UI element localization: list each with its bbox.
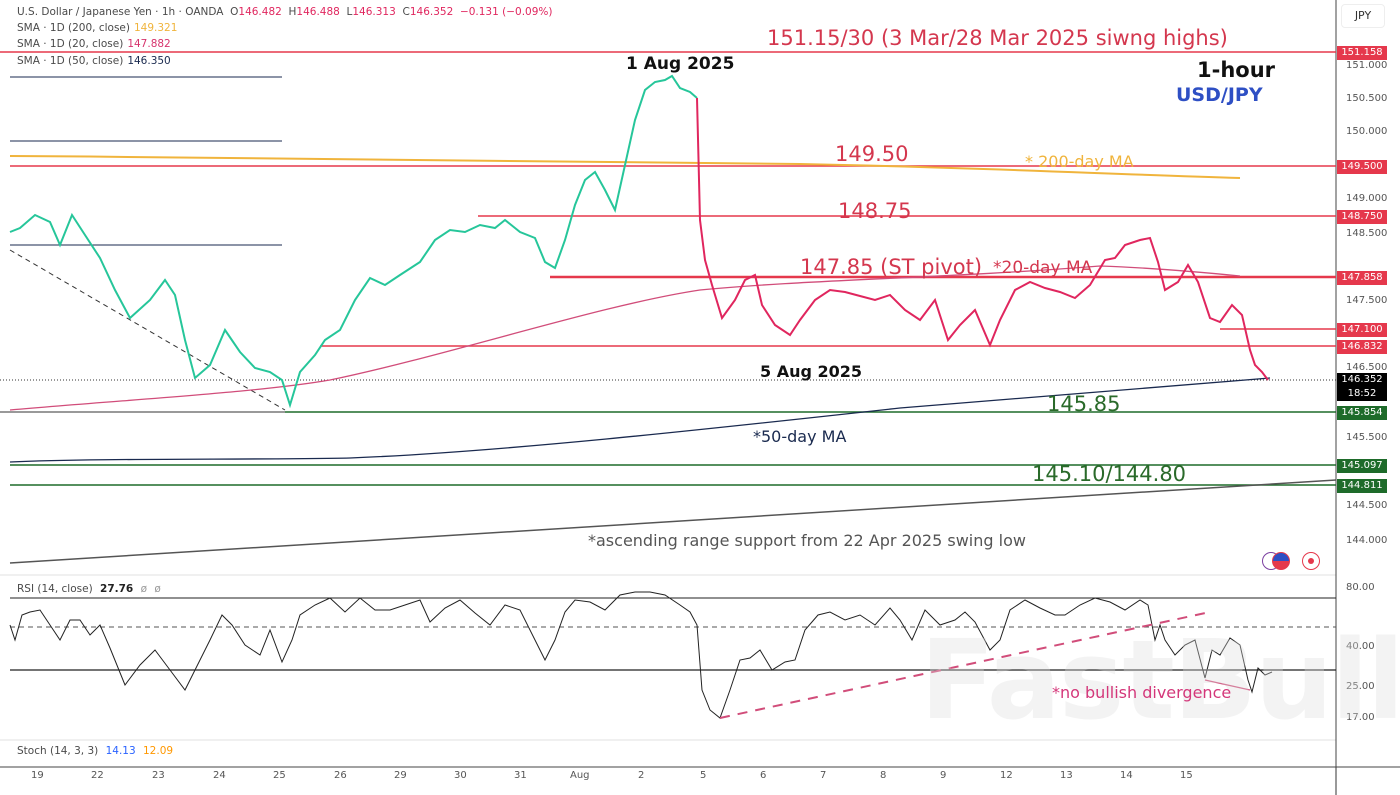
stoch-legend[interactable]: Stoch (14, 3, 3) 14.13 12.09 <box>17 745 174 757</box>
ma20-label: *20-day MA <box>993 258 1093 278</box>
price-tag: 149.500 <box>1337 160 1387 174</box>
time-label: 31 <box>514 770 527 781</box>
time-label: 25 <box>273 770 286 781</box>
us-flag-event-icon[interactable] <box>1272 552 1290 570</box>
ma50-label: *50-day MA <box>753 427 847 446</box>
sma20-legend[interactable]: SMA · 1D (20, close) 147.882 <box>17 38 171 50</box>
open-value: 146.482 <box>238 6 282 18</box>
stoch-d-value: 12.09 <box>143 745 174 757</box>
time-label: 12 <box>1000 770 1013 781</box>
price-tag: 144.811 <box>1337 479 1387 493</box>
sma20-line <box>9 265 1241 411</box>
stoch-k-value: 14.13 <box>105 745 136 757</box>
symbol-name: U.S. Dollar / Japanese Yen <box>17 6 152 18</box>
timeframe-label: 1-hour <box>1197 58 1276 82</box>
svg-text:145.500: 145.500 <box>1346 432 1387 443</box>
time-axis[interactable]: 19 22 23 24 25 26 29 30 31 Aug 2 5 6 7 8… <box>0 770 1336 790</box>
svg-text:149.000: 149.000 <box>1346 193 1387 204</box>
level-149-50-label: 149.50 <box>835 142 909 166</box>
rsi-pane <box>9 591 1336 719</box>
time-label: 19 <box>31 770 44 781</box>
time-label: 13 <box>1060 770 1073 781</box>
svg-text:147.500: 147.500 <box>1346 295 1387 306</box>
rsi-value: 27.76 <box>100 583 134 595</box>
price-tag: 147.858 <box>1337 271 1387 285</box>
level-145-10-label: 145.10/144.80 <box>1032 462 1187 486</box>
sma20-value: 147.882 <box>127 38 171 50</box>
price-tag: 145.854 <box>1337 406 1387 420</box>
time-label: 5 <box>700 770 707 781</box>
currency-selector[interactable]: JPY <box>1341 4 1385 28</box>
data-source: OANDA <box>185 6 224 18</box>
price-tag: 148.750 <box>1337 210 1387 224</box>
sma200-value: 149.321 <box>133 22 178 34</box>
svg-text:25.00: 25.00 <box>1346 681 1375 692</box>
rsi-axis-ticks: 80.00 40.00 25.00 17.00 <box>1346 582 1375 723</box>
svg-text:151.000: 151.000 <box>1346 60 1387 71</box>
time-label: 30 <box>454 770 467 781</box>
price-tag: 146.832 <box>1337 340 1387 354</box>
sma50-line <box>9 377 1271 463</box>
time-label: 22 <box>91 770 104 781</box>
svg-text:150.500: 150.500 <box>1346 93 1387 104</box>
last-price-tag: 146.352 <box>1337 373 1387 387</box>
svg-text:144.500: 144.500 <box>1346 500 1387 511</box>
time-label: 8 <box>880 770 887 781</box>
sma50-value: 146.350 <box>127 55 171 67</box>
svg-text:150.000: 150.000 <box>1346 126 1387 137</box>
svg-text:144.000: 144.000 <box>1346 535 1387 546</box>
time-label: 7 <box>820 770 827 781</box>
reference-lines <box>10 76 282 246</box>
price-axis-ticks: 151.000 150.500 150.000 149.000 148.500 … <box>1346 60 1387 546</box>
close-value: 146.352 <box>409 6 454 18</box>
rsi-legend[interactable]: RSI (14, close) 27.76 ø ø <box>17 583 161 595</box>
record-event-icon[interactable] <box>1302 552 1320 570</box>
time-label: 15 <box>1180 770 1193 781</box>
svg-text:146.500: 146.500 <box>1346 362 1387 373</box>
time-label: 24 <box>213 770 226 781</box>
time-label: 23 <box>152 770 165 781</box>
ma200-label: * 200-day MA <box>1025 152 1134 171</box>
countdown-tag: 18:52 <box>1337 387 1387 401</box>
sma200-legend[interactable]: SMA · 1D (200, close) 149.321 <box>17 22 178 34</box>
svg-text:148.500: 148.500 <box>1346 228 1387 239</box>
level-145-85-label: 145.85 <box>1047 392 1121 416</box>
sma200-line <box>9 155 1241 179</box>
symbol-legend[interactable]: U.S. Dollar / Japanese Yen · 1h · OANDA … <box>17 6 553 18</box>
time-label: 9 <box>940 770 947 781</box>
watermark: FastBull <box>920 616 1400 744</box>
level-148-75-label: 148.75 <box>838 199 912 223</box>
sma50-legend[interactable]: SMA · 1D (50, close) 146.350 <box>17 55 171 67</box>
pair-label: USD/JPY <box>1176 84 1263 106</box>
time-label: 6 <box>760 770 767 781</box>
aug5-label: 5 Aug 2025 <box>760 362 863 381</box>
time-label: 26 <box>334 770 347 781</box>
price-tag: 151.158 <box>1337 46 1387 60</box>
time-label: 29 <box>394 770 407 781</box>
price-tag: 145.097 <box>1337 459 1387 473</box>
time-label: 14 <box>1120 770 1133 781</box>
resistance-levels <box>0 51 1336 347</box>
price-candles <box>9 74 1269 409</box>
divergence-label: *no bullish divergence <box>1052 683 1232 702</box>
high-value: 146.488 <box>296 6 340 18</box>
time-label: Aug <box>570 770 590 781</box>
ascending-support-label: *ascending range support from 22 Apr 202… <box>588 531 1026 550</box>
support-levels <box>0 411 1336 486</box>
svg-text:40.00: 40.00 <box>1346 641 1375 652</box>
low-value: 146.313 <box>352 6 396 18</box>
swing-highs-label: 151.15/30 (3 Mar/28 Mar 2025 siwng highs… <box>767 26 1228 50</box>
time-label: 2 <box>638 770 645 781</box>
change-value: −0.131 (−0.09%) <box>459 6 553 18</box>
svg-text:17.00: 17.00 <box>1346 712 1375 723</box>
price-tag: 147.100 <box>1337 323 1387 337</box>
interval: 1h <box>161 6 176 18</box>
aug1-label: 1 Aug 2025 <box>626 54 735 74</box>
svg-text:80.00: 80.00 <box>1346 582 1375 593</box>
pivot-label: 147.85 (ST pivot) <box>800 255 983 279</box>
